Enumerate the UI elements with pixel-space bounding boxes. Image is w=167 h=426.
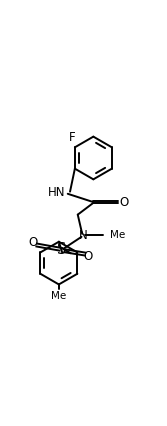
Text: O: O bbox=[29, 236, 38, 249]
Text: S: S bbox=[57, 242, 67, 257]
Text: N: N bbox=[79, 229, 88, 242]
Text: Me: Me bbox=[110, 230, 125, 240]
Text: F: F bbox=[69, 131, 76, 144]
Text: Me: Me bbox=[51, 291, 66, 301]
Text: O: O bbox=[84, 250, 93, 263]
Text: HN: HN bbox=[48, 186, 65, 199]
Text: O: O bbox=[120, 196, 129, 209]
